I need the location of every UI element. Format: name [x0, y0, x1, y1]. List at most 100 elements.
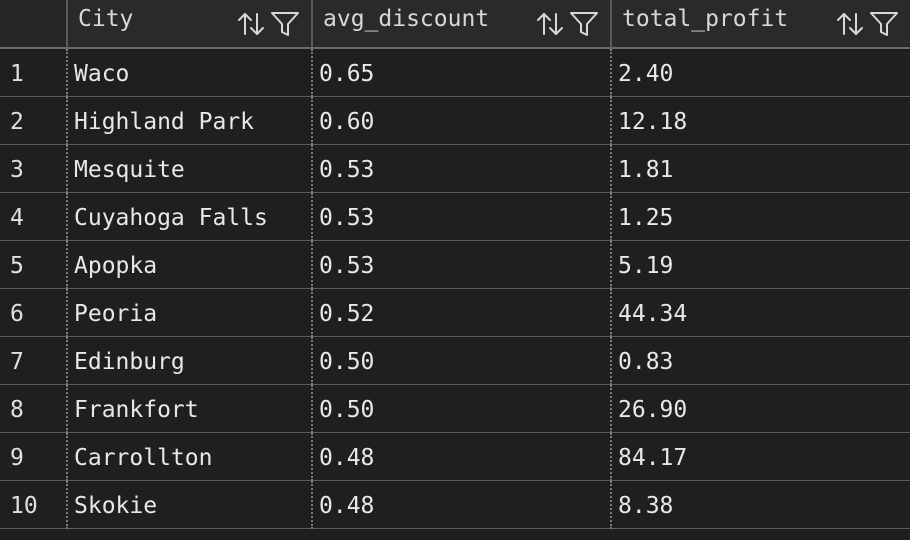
row-index-text: 1 — [10, 61, 24, 88]
cell-avg-discount-text: 0.53 — [319, 205, 375, 231]
table-row[interactable]: 1 Waco 0.65 2.40 — [0, 48, 910, 97]
table-row[interactable]: 7 Edinburg 0.50 0.83 — [0, 336, 910, 385]
sort-icon[interactable] — [534, 9, 566, 39]
table-row[interactable]: 8 Frankfort 0.50 26.90 — [0, 384, 910, 433]
table-row[interactable]: 3 Mesquite 0.53 1.81 — [0, 144, 910, 193]
table-row[interactable]: 9 Carrollton 0.48 84.17 — [0, 432, 910, 481]
cell-city-text: Edinburg — [74, 349, 185, 375]
cell-avg-discount-text: 0.52 — [319, 301, 375, 327]
cell-city-text: Waco — [74, 61, 130, 88]
row-index[interactable]: 5 — [0, 240, 68, 289]
cell-avg-discount-text: 0.48 — [319, 445, 375, 471]
row-index-header[interactable] — [0, 0, 68, 49]
cell-total-profit-text: 1.81 — [618, 157, 674, 183]
column-header-label: total_profit — [622, 5, 789, 32]
cell-city[interactable]: Highland Park — [67, 96, 313, 145]
sort-icon[interactable] — [235, 9, 267, 39]
cell-city[interactable]: Cuyahoga Falls — [67, 192, 313, 241]
filter-icon[interactable] — [269, 9, 301, 39]
filter-icon[interactable] — [868, 9, 900, 39]
row-index[interactable]: 9 — [0, 432, 68, 481]
cell-total-profit[interactable]: 0.83 — [611, 336, 910, 385]
cell-total-profit-text: 26.90 — [618, 397, 688, 423]
row-index-text: 10 — [10, 493, 38, 519]
cell-total-profit[interactable]: 8.38 — [611, 480, 910, 529]
cell-avg-discount-text: 0.53 — [319, 157, 375, 183]
column-header-label: City — [78, 5, 134, 32]
row-index-text: 9 — [10, 445, 24, 471]
table-row[interactable]: 6 Peoria 0.52 44.34 — [0, 288, 910, 337]
table-row[interactable]: 5 Apopka 0.53 5.19 — [0, 240, 910, 289]
cell-total-profit[interactable]: 26.90 — [611, 384, 910, 433]
cell-total-profit[interactable]: 1.25 — [611, 192, 910, 241]
column-header-actions — [834, 9, 900, 39]
column-header-city[interactable]: City — [67, 0, 313, 49]
row-index[interactable]: 8 — [0, 384, 68, 433]
cell-city-text: Apopka — [74, 253, 158, 279]
cell-city[interactable]: Waco — [67, 48, 313, 97]
cell-total-profit-text: 44.34 — [618, 301, 688, 327]
cell-city-text: Carrollton — [74, 445, 213, 471]
cell-avg-discount[interactable]: 0.53 — [312, 144, 612, 193]
cell-avg-discount-text: 0.65 — [319, 61, 375, 88]
cell-city-text: Skokie — [74, 493, 158, 519]
table-row[interactable]: 10 Skokie 0.48 8.38 — [0, 480, 910, 529]
cell-avg-discount[interactable]: 0.53 — [312, 192, 612, 241]
row-index-text: 7 — [10, 349, 24, 375]
row-index[interactable]: 3 — [0, 144, 68, 193]
cell-city[interactable]: Mesquite — [67, 144, 313, 193]
cell-avg-discount[interactable]: 0.65 — [312, 48, 612, 97]
cell-city[interactable]: Frankfort — [67, 384, 313, 433]
cell-avg-discount[interactable]: 0.52 — [312, 288, 612, 337]
cell-avg-discount-text: 0.50 — [319, 397, 375, 423]
cell-avg-discount-text: 0.60 — [319, 109, 375, 135]
row-index-text: 3 — [10, 157, 24, 183]
column-header-total-profit[interactable]: total_profit — [611, 0, 910, 49]
cell-total-profit-text: 8.38 — [618, 493, 674, 519]
table-row[interactable]: 4 Cuyahoga Falls 0.53 1.25 — [0, 192, 910, 241]
row-index-text: 8 — [10, 397, 24, 423]
cell-avg-discount[interactable]: 0.53 — [312, 240, 612, 289]
results-table: City — [0, 0, 910, 529]
cell-city[interactable]: Edinburg — [67, 336, 313, 385]
cell-avg-discount[interactable]: 0.50 — [312, 384, 612, 433]
cell-total-profit[interactable]: 12.18 — [611, 96, 910, 145]
cell-total-profit[interactable]: 1.81 — [611, 144, 910, 193]
row-index[interactable]: 1 — [0, 48, 68, 97]
column-header-label: avg_discount — [323, 5, 490, 32]
cell-total-profit-text: 1.25 — [618, 205, 674, 231]
cell-city[interactable]: Skokie — [67, 480, 313, 529]
row-index[interactable]: 6 — [0, 288, 68, 337]
filter-icon[interactable] — [568, 9, 600, 39]
cell-total-profit[interactable]: 2.40 — [611, 48, 910, 97]
row-index[interactable]: 4 — [0, 192, 68, 241]
cell-city[interactable]: Apopka — [67, 240, 313, 289]
cell-avg-discount[interactable]: 0.48 — [312, 432, 612, 481]
row-index-text: 4 — [10, 205, 24, 231]
row-index[interactable]: 2 — [0, 96, 68, 145]
row-index[interactable]: 7 — [0, 336, 68, 385]
cell-total-profit-text: 84.17 — [618, 445, 688, 471]
cell-total-profit[interactable]: 84.17 — [611, 432, 910, 481]
cell-avg-discount-text: 0.50 — [319, 349, 375, 375]
cell-avg-discount[interactable]: 0.50 — [312, 336, 612, 385]
header-row: City — [0, 0, 910, 49]
cell-total-profit-text: 5.19 — [618, 253, 674, 279]
column-header-avg-discount[interactable]: avg_discount — [312, 0, 612, 49]
table-row[interactable]: 2 Highland Park 0.60 12.18 — [0, 96, 910, 145]
cell-total-profit[interactable]: 5.19 — [611, 240, 910, 289]
table-header: City — [0, 0, 910, 49]
cell-total-profit[interactable]: 44.34 — [611, 288, 910, 337]
cell-avg-discount[interactable]: 0.60 — [312, 96, 612, 145]
column-header-actions — [235, 9, 301, 39]
cell-city-text: Mesquite — [74, 157, 185, 183]
cell-city[interactable]: Peoria — [67, 288, 313, 337]
row-index-text: 5 — [10, 253, 24, 279]
cell-city[interactable]: Carrollton — [67, 432, 313, 481]
cell-avg-discount-text: 0.53 — [319, 253, 375, 279]
row-index[interactable]: 10 — [0, 480, 68, 529]
cell-avg-discount[interactable]: 0.48 — [312, 480, 612, 529]
cell-city-text: Highland Park — [74, 109, 255, 135]
table-body: 1 Waco 0.65 2.40 2 Highland Park 0.60 12.18 3 Mes… — [0, 48, 910, 529]
sort-icon[interactable] — [834, 9, 866, 39]
